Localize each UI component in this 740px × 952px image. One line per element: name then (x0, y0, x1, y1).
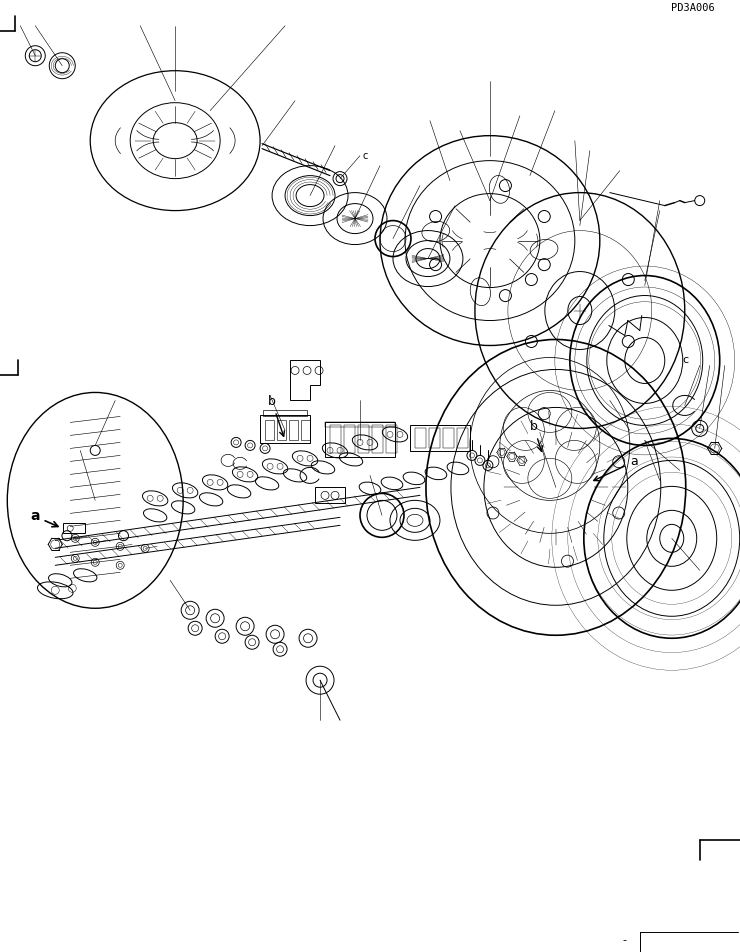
Bar (443, 428, 454, 448)
Text: c: c (683, 355, 689, 366)
Bar (415, 428, 426, 448)
Text: a: a (593, 455, 638, 481)
Bar (410, 426, 470, 451)
Bar (277, 421, 286, 441)
Bar (358, 426, 369, 453)
Bar (63, 524, 85, 533)
Bar (330, 426, 341, 453)
Bar (301, 421, 310, 441)
Bar (344, 426, 355, 453)
Text: a: a (30, 509, 58, 526)
Bar (315, 487, 345, 504)
Text: b: b (268, 395, 284, 436)
Text: b: b (530, 421, 542, 451)
Bar (289, 421, 298, 441)
Text: c: c (362, 150, 367, 161)
Bar (372, 426, 383, 453)
Bar (265, 421, 274, 441)
Bar (325, 423, 395, 427)
Bar (457, 428, 468, 448)
Text: -: - (623, 935, 627, 945)
Bar (386, 426, 397, 453)
Bar (429, 428, 440, 448)
Bar (325, 423, 395, 457)
Text: PD3A006: PD3A006 (671, 3, 715, 12)
Bar (263, 410, 307, 416)
Bar (260, 415, 310, 444)
